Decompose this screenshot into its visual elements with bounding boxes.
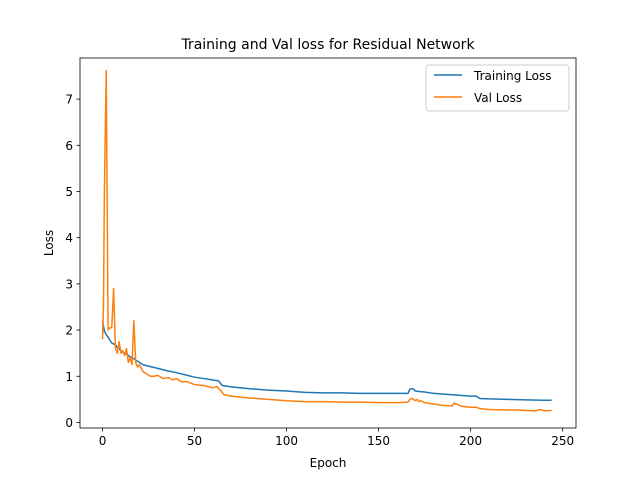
legend-frame — [425, 64, 570, 112]
x-tick-label: 50 — [187, 434, 202, 448]
y-tick-label: 4 — [65, 231, 73, 245]
series-line-val-loss — [101, 69, 552, 412]
plot-frame — [79, 57, 577, 429]
y-tick-label: 3 — [65, 277, 73, 291]
legend-label-training-loss: Training Loss — [473, 69, 551, 83]
series-layer — [101, 69, 552, 412]
x-axis-ticks: 0 50 100 150 200 250 — [99, 428, 574, 448]
y-tick-label: 1 — [65, 370, 73, 384]
x-tick-label: 200 — [459, 434, 482, 448]
y-tick-label: 5 — [65, 185, 73, 199]
x-axis-label: Epoch — [310, 456, 347, 470]
y-tick-label: 6 — [65, 139, 73, 153]
y-tick-label: 0 — [65, 416, 73, 430]
y-axis-ticks: 0 1 2 3 4 5 6 7 — [65, 93, 80, 430]
x-tick-label: 250 — [551, 434, 574, 448]
legend-label-val-loss: Val Loss — [474, 91, 522, 105]
y-axis-label: Loss — [42, 230, 56, 256]
chart-title: Training and Val loss for Residual Netwo… — [180, 37, 475, 53]
y-tick-label: 2 — [65, 324, 73, 338]
legend: Training Loss Val Loss — [425, 64, 570, 112]
y-tick-label: 7 — [65, 93, 73, 107]
x-tick-label: 0 — [99, 434, 107, 448]
x-tick-label: 100 — [275, 434, 298, 448]
x-tick-label: 150 — [367, 434, 390, 448]
